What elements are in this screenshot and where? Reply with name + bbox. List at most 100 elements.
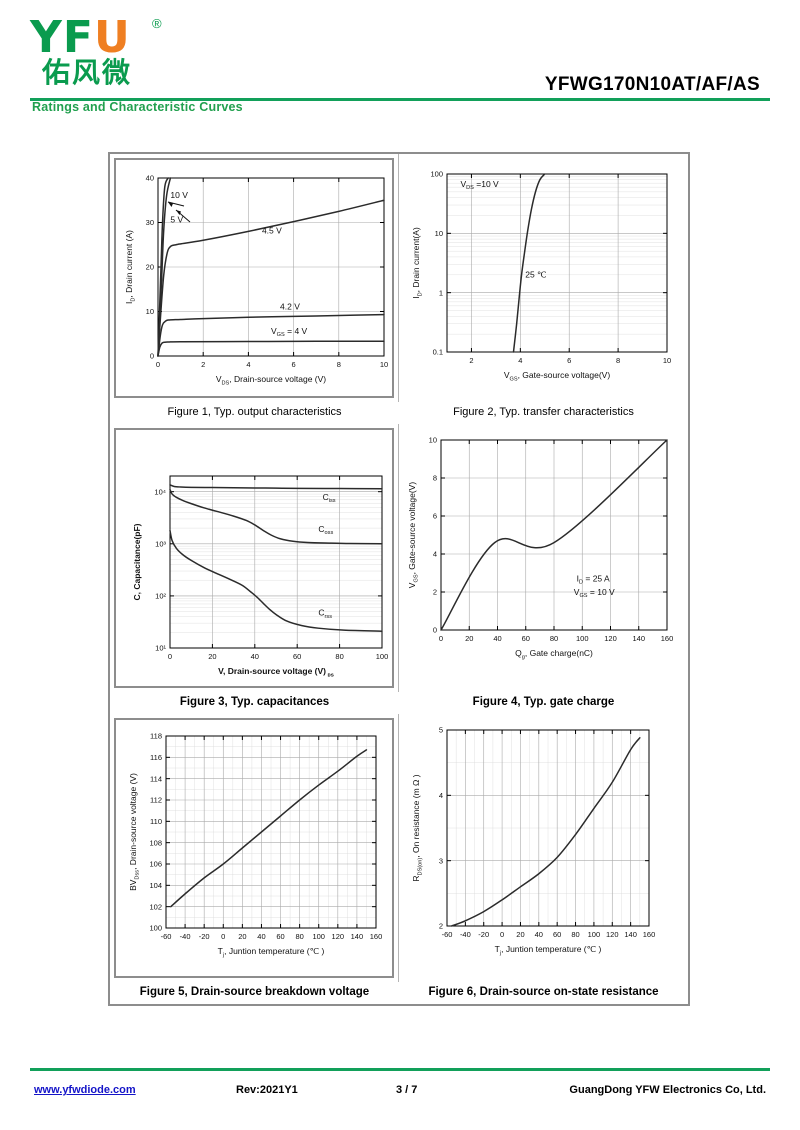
- svg-text:4: 4: [518, 356, 522, 365]
- svg-text:20: 20: [238, 932, 246, 941]
- svg-text:10 V: 10 V: [170, 190, 188, 200]
- figure-5-plot: -60 -40 -20 0 20 40 60 80 100 120 140 160 100 102 104 1…: [114, 718, 394, 978]
- svg-text:110: 110: [150, 817, 162, 826]
- svg-text:Crss: Crss: [318, 608, 332, 620]
- svg-text:60: 60: [553, 930, 561, 939]
- svg-text:60: 60: [522, 634, 530, 643]
- svg-text:1: 1: [439, 288, 443, 297]
- svg-text:10³: 10³: [155, 539, 166, 548]
- svg-text:140: 140: [632, 634, 645, 643]
- svg-text:10: 10: [146, 307, 154, 316]
- logo-letter-y: Y: [30, 12, 63, 63]
- revision-label: Rev:2021Y1: [236, 1084, 298, 1096]
- svg-text:2: 2: [439, 922, 443, 931]
- svg-text:4: 4: [246, 360, 250, 369]
- svg-text:Tj, Juntion temperature (℃ ): Tj, Juntion temperature (℃ ): [218, 946, 325, 958]
- svg-text:100: 100: [376, 652, 389, 661]
- svg-text:40: 40: [493, 634, 501, 643]
- svg-text:0: 0: [156, 360, 160, 369]
- figure-4-caption: Figure 4, Typ. gate charge: [472, 696, 615, 708]
- svg-text:2: 2: [201, 360, 205, 369]
- registered-trademark-icon: ®: [152, 16, 162, 31]
- svg-text:Tj, Juntion temperature (℃ ): Tj, Juntion temperature (℃ ): [495, 944, 602, 956]
- svg-text:VGS = 4 V: VGS = 4 V: [271, 326, 308, 338]
- logo-letter-f: F: [62, 12, 94, 63]
- svg-text:ID, Drain current (A): ID, Drain current (A): [124, 230, 136, 304]
- svg-text:0: 0: [221, 932, 225, 941]
- svg-text:10¹: 10¹: [155, 644, 166, 653]
- svg-text:10²: 10²: [155, 591, 166, 600]
- figure-6-svg: -60 -40 -20 0 20 40 60 80 100 120 140 160 2 3 4 5 Tj, Ju…: [411, 726, 655, 957]
- svg-text:4.2 V: 4.2 V: [280, 302, 300, 312]
- svg-text:2: 2: [469, 356, 473, 365]
- figure-cell-6: -60 -40 -20 0 20 40 60 80 100 120 140 160 2 3 4 5 Tj, Ju…: [399, 714, 688, 982]
- svg-text:160: 160: [370, 932, 383, 941]
- figure-6-plot: -60 -40 -20 0 20 40 60 80 100 120 140 160 2 3 4 5 Tj, Ju…: [399, 714, 688, 978]
- logo-letter-u: U: [93, 12, 131, 63]
- svg-text:20: 20: [208, 652, 216, 661]
- figure-3-svg: 0 20 40 60 80 100 10¹ 10² 10³ 10⁴ Ciss Coss Crss V, D…: [132, 475, 389, 678]
- caption-row-3: Figure 5, Drain-source breakdown voltage…: [110, 982, 688, 1004]
- svg-text:100: 100: [430, 170, 443, 179]
- svg-text:120: 120: [332, 932, 345, 941]
- logo-chinese-name: 佑风微: [42, 56, 133, 89]
- svg-text:114: 114: [150, 774, 162, 783]
- svg-text:140: 140: [624, 930, 637, 939]
- svg-text:100: 100: [149, 924, 162, 933]
- svg-text:RDS(on), On resistance (m Ω ): RDS(on), On resistance (m Ω ): [411, 774, 423, 881]
- svg-text:80: 80: [335, 652, 343, 661]
- svg-text:10: 10: [435, 229, 443, 238]
- svg-text:4: 4: [439, 791, 443, 800]
- website-link[interactable]: www.yfwdiode.com: [34, 1084, 136, 1096]
- svg-text:0: 0: [150, 352, 154, 361]
- svg-text:0: 0: [500, 930, 504, 939]
- svg-text:60: 60: [293, 652, 301, 661]
- svg-text:V, Drain-source voltage (V) ᴅs: V, Drain-source voltage (V) ᴅs: [218, 666, 334, 678]
- figure-6-caption: Figure 6, Drain-source on-state resistan…: [428, 986, 659, 998]
- svg-text:20: 20: [516, 930, 524, 939]
- svg-text:4.5 V: 4.5 V: [262, 226, 282, 236]
- svg-text:5 V: 5 V: [170, 215, 183, 225]
- header-divider: [30, 98, 770, 101]
- svg-text:160: 160: [661, 634, 674, 643]
- svg-text:40: 40: [146, 174, 154, 183]
- svg-text:-60: -60: [442, 930, 453, 939]
- figure-4-plot: 0 20 40 60 80 100 120 140 160 0 2 4 6 8 10 ID = 25 A VGS…: [399, 424, 688, 688]
- svg-text:0: 0: [168, 652, 172, 661]
- svg-text:-20: -20: [478, 930, 489, 939]
- svg-text:-40: -40: [460, 930, 471, 939]
- footer-divider: [30, 1068, 770, 1071]
- figure-2-svg: 2 4 6 8 10 0.1 1 10 100 VDS =10 V 25 ℃ VGS, Gate-so…: [411, 170, 671, 383]
- figure-3-caption: Figure 3, Typ. capacitances: [179, 696, 330, 708]
- figure-5-svg: -60 -40 -20 0 20 40 60 80 100 120 140 160 100 102 104 1…: [128, 732, 383, 959]
- svg-text:10: 10: [429, 436, 437, 445]
- figure-1-plot: 0 2 4 6 8 10 0 10 20 30 40 10 V 5 V 4.5 V 4.2 V VGS = 4…: [114, 158, 394, 398]
- figure-3-plot: 0 20 40 60 80 100 10¹ 10² 10³ 10⁴ Ciss Coss Crss V, D…: [114, 428, 394, 688]
- figure-row-2: 0 20 40 60 80 100 10¹ 10² 10³ 10⁴ Ciss Coss Crss V, D…: [110, 424, 688, 692]
- figure-1-svg: 0 2 4 6 8 10 0 10 20 30 40 10 V 5 V 4.5 V 4.2 V VGS = 4…: [124, 174, 388, 387]
- figure-2-plot: 2 4 6 8 10 0.1 1 10 100 VDS =10 V 25 ℃ VGS, Gate-so…: [399, 154, 688, 398]
- svg-text:10⁴: 10⁴: [154, 487, 166, 496]
- svg-text:116: 116: [150, 753, 162, 762]
- figure-cell-5: -60 -40 -20 0 20 40 60 80 100 120 140 160 100 102 104 1…: [110, 714, 399, 982]
- svg-text:80: 80: [550, 634, 558, 643]
- svg-text:102: 102: [149, 902, 162, 911]
- svg-text:VGS, Gate-source voltage(V): VGS, Gate-source voltage(V): [407, 482, 419, 589]
- svg-text:40: 40: [257, 932, 265, 941]
- svg-text:118: 118: [150, 732, 162, 741]
- svg-text:3: 3: [439, 856, 443, 865]
- svg-text:20: 20: [465, 634, 473, 643]
- page-footer: www.yfwdiode.com Rev:2021Y1 3 / 7 GuangD…: [0, 1078, 800, 1108]
- svg-text:ID, Drain current(A): ID, Drain current(A): [411, 227, 423, 299]
- svg-text:40: 40: [251, 652, 259, 661]
- logo-wordmark: YFU: [30, 14, 131, 62]
- page-header: YFU ® 佑风微 YFWG170N10AT/AF/AS Ratings and…: [0, 0, 800, 120]
- svg-text:0: 0: [433, 626, 437, 635]
- svg-text:-60: -60: [161, 932, 172, 941]
- caption-row-1: Figure 1, Typ. output characteristics Fi…: [110, 402, 688, 424]
- svg-text:20: 20: [146, 263, 154, 272]
